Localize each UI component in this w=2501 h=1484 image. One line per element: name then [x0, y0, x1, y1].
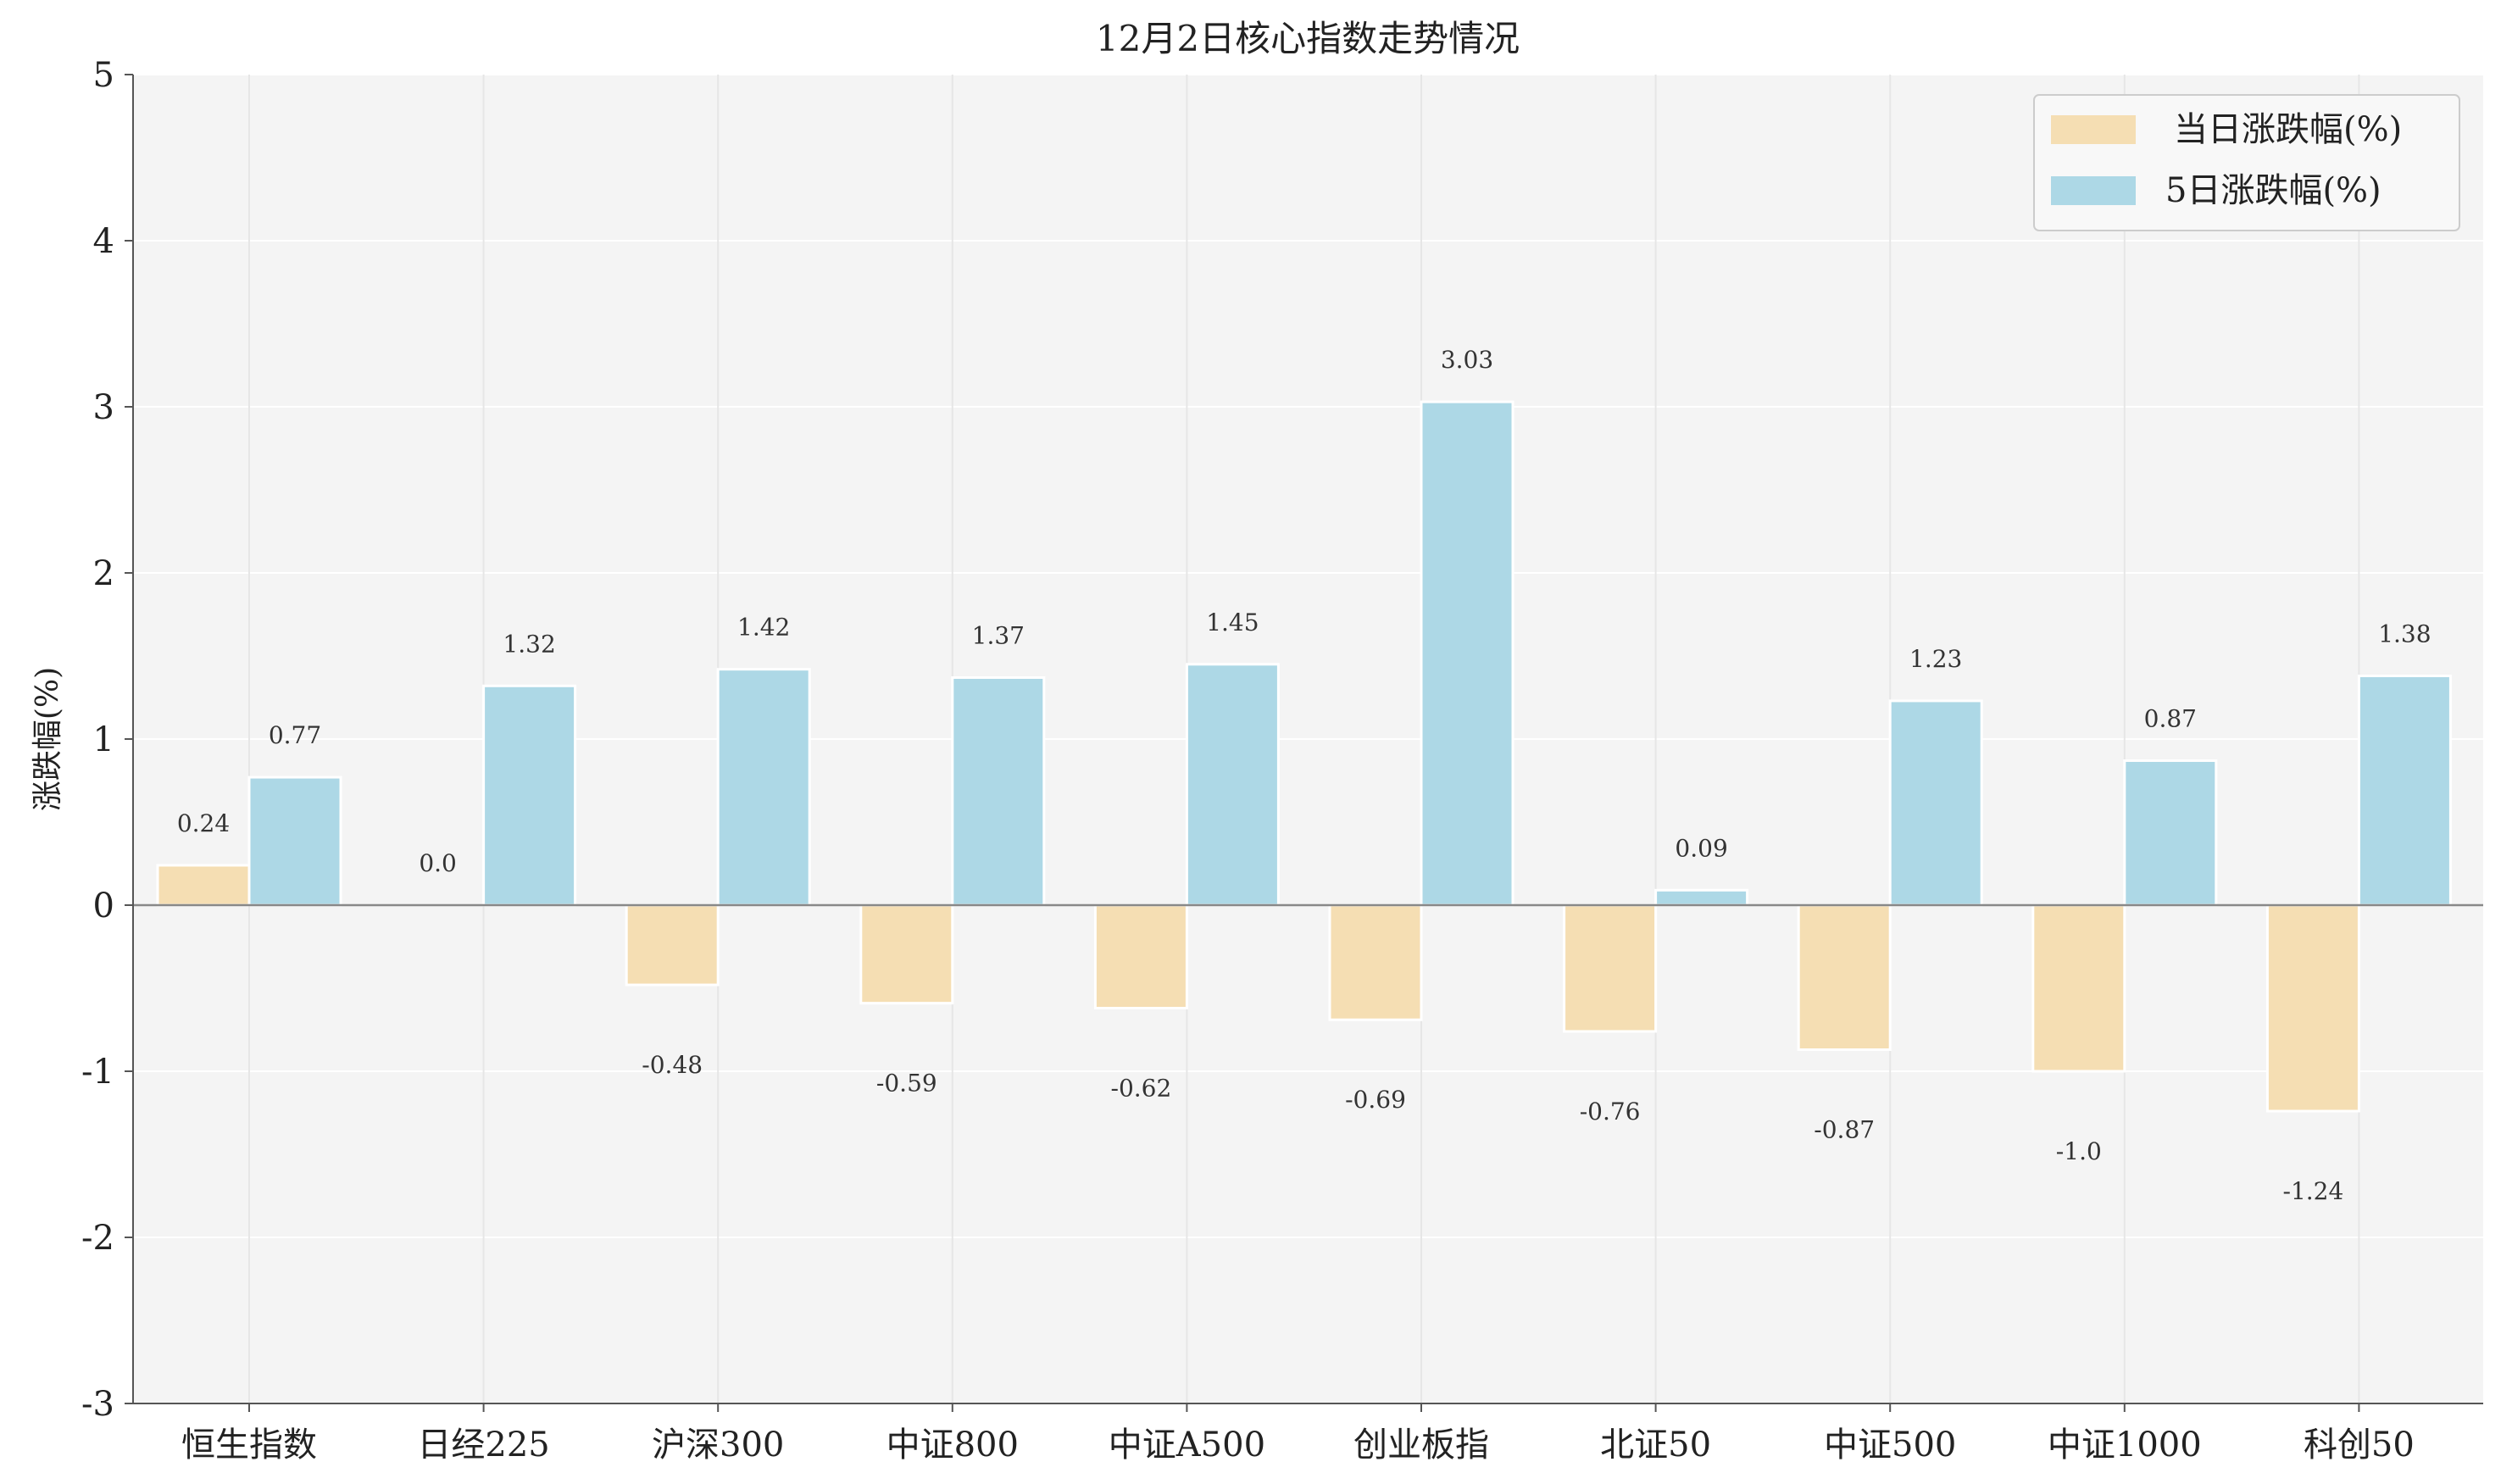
y-tick-label: 3 [93, 388, 114, 427]
legend-label-5day: 5日涨跌幅(%) [2165, 171, 2382, 210]
x-tick-label: 中证500 [1824, 1426, 1956, 1465]
bar-5day [1654, 888, 1749, 907]
data-label-daily: -0.62 [1110, 1075, 1171, 1103]
data-label-daily: -0.87 [1814, 1116, 1875, 1144]
data-label-daily: -0.59 [876, 1070, 937, 1098]
data-label-daily: -0.76 [1580, 1098, 1641, 1126]
bar-5day [2357, 675, 2452, 907]
chart-title: 12月2日核心指数走势情况 [1096, 18, 1520, 59]
bar-daily [2265, 903, 2360, 1113]
data-label-5day: 0.09 [1675, 834, 1727, 862]
data-label-daily: -1.24 [2282, 1177, 2343, 1205]
data-label-5day: 1.38 [2378, 620, 2431, 648]
bar-5day [716, 668, 811, 907]
bar-5day [1420, 400, 1514, 907]
legend-swatch-daily [2051, 115, 2136, 144]
y-tick-label: 0 [93, 887, 114, 925]
bar-daily [859, 903, 954, 1005]
data-label-5day: 1.45 [1206, 609, 1259, 636]
data-label-daily: -1.0 [2056, 1137, 2102, 1165]
bar-daily [2031, 903, 2126, 1073]
y-tick-label: 5 [93, 56, 114, 95]
data-label-5day: 0.87 [2144, 704, 2197, 732]
bar-5day [482, 684, 577, 907]
data-label-5day: 1.23 [1909, 645, 1962, 673]
legend-box [2033, 94, 2460, 231]
y-tick-label: 2 [93, 554, 114, 593]
x-tick-label: 北证50 [1600, 1426, 1711, 1465]
bar-daily [1328, 903, 1423, 1021]
bar-daily [1093, 903, 1188, 1010]
data-label-daily: -0.69 [1345, 1086, 1406, 1114]
bar-5day [1888, 699, 1983, 907]
x-tick-label: 中证A500 [1109, 1426, 1265, 1465]
y-tick-labels: -3 -2 -1 0 1 2 3 4 5 [81, 56, 133, 1424]
data-label-5day: 1.32 [503, 630, 555, 658]
data-label-5day: 0.77 [269, 721, 321, 749]
bar-daily [625, 903, 720, 987]
bar-5day [951, 675, 1046, 907]
x-tick-labels: 恒生指数 日经225 沪深300 中证800 中证A500 创业板指 北证50 中证500 中证… [181, 1403, 2415, 1465]
x-tick-label: 科创50 [2304, 1426, 2415, 1465]
legend-swatch-5day [2051, 176, 2136, 205]
x-tick-label: 恒生指数 [181, 1426, 317, 1465]
y-tick-label: 4 [93, 222, 114, 261]
data-labels: 0.24 0.0 -0.48 -0.59 -0.62 -0.69 -0.76 -0.87 -1.… [177, 346, 2432, 1205]
y-tick-label: -2 [81, 1219, 114, 1258]
bar-daily [1797, 903, 1892, 1052]
bar-5day [1185, 663, 1280, 907]
y-tick-label: -3 [81, 1385, 114, 1424]
x-tick-label: 日经225 [417, 1426, 549, 1465]
y-axis-label: 涨跌幅(%) [31, 667, 65, 811]
data-label-5day: 1.37 [972, 621, 1025, 649]
y-tick-label: 1 [93, 720, 114, 759]
data-label-daily: -0.48 [642, 1051, 703, 1079]
data-label-5day: 3.03 [1441, 346, 1493, 374]
x-tick-label: 中证1000 [2048, 1426, 2202, 1465]
data-label-daily: 0.0 [419, 849, 457, 877]
bar-5day [2123, 759, 2218, 907]
x-tick-label: 创业板指 [1353, 1426, 1489, 1465]
x-tick-label: 沪深300 [652, 1426, 784, 1465]
bars [156, 400, 2452, 1113]
legend-label-daily: 当日涨跌幅(%) [2174, 110, 2402, 149]
bar-daily [156, 864, 251, 907]
data-label-5day: 1.42 [737, 614, 790, 642]
legend: 当日涨跌幅(%) 5日涨跌幅(%) [2033, 94, 2460, 231]
bar-daily [1563, 903, 1658, 1033]
data-label-daily: 0.24 [177, 809, 230, 837]
y-tick-label: -1 [81, 1053, 114, 1092]
x-tick-label: 中证800 [886, 1426, 1019, 1465]
bar-5day [247, 775, 342, 907]
